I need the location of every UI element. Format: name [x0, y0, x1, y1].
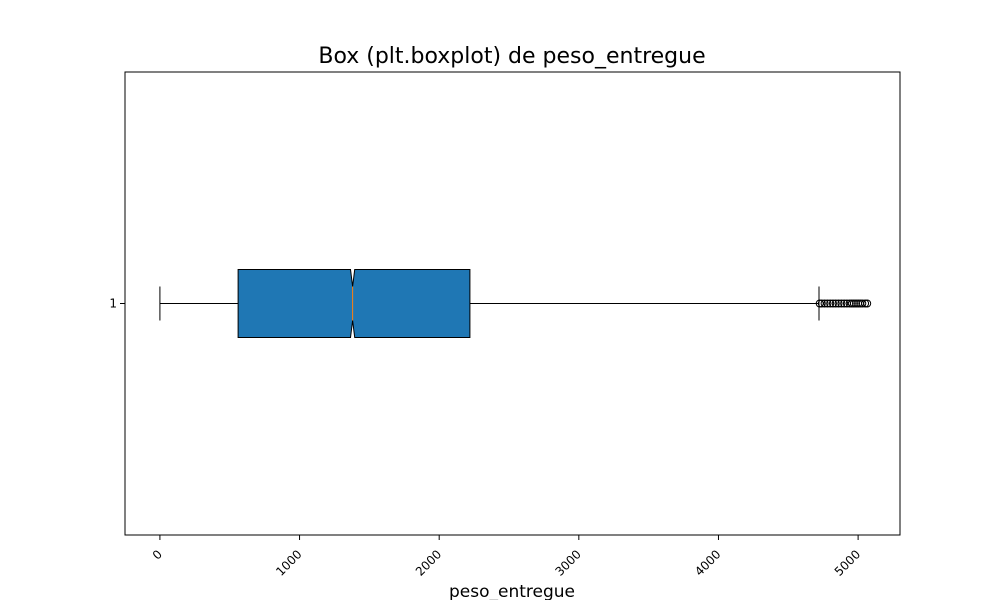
x-tick-label: 3000	[552, 547, 583, 578]
outlier-point	[828, 299, 837, 308]
outlier-point	[817, 299, 826, 308]
box-iqr	[237, 269, 471, 338]
x-tick-label: 1000	[273, 547, 304, 578]
outlier-point	[847, 299, 856, 308]
y-axis: 1	[109, 297, 125, 311]
boxes-layer	[159, 269, 872, 338]
outlier-point	[840, 299, 849, 308]
x-tick-label: 4000	[692, 547, 723, 578]
outlier-point	[823, 299, 832, 308]
x-tick-label: 0	[150, 547, 165, 562]
x-tick-label: 2000	[413, 547, 444, 578]
outlier-point	[834, 299, 843, 308]
outlier-point	[849, 299, 858, 308]
chart-title: Box (plt.boxplot) de peso_entregue	[318, 44, 705, 69]
outlier-point	[831, 299, 840, 308]
x-tick-label: 5000	[832, 547, 863, 578]
outlier-point	[837, 299, 846, 308]
outlier-point	[826, 299, 835, 308]
outlier-point	[815, 299, 824, 308]
outlier-point	[861, 299, 870, 308]
outlier-point	[852, 299, 861, 308]
outlier-point	[863, 299, 872, 308]
outlier-point	[820, 299, 829, 308]
x-axis: 0 1000 2000 3000 4000 5000	[150, 535, 863, 579]
y-tick-label: 1	[109, 297, 117, 311]
outlier-point	[858, 299, 867, 308]
x-axis-label: peso_entregue	[449, 582, 575, 600]
outlier-point	[845, 299, 854, 308]
